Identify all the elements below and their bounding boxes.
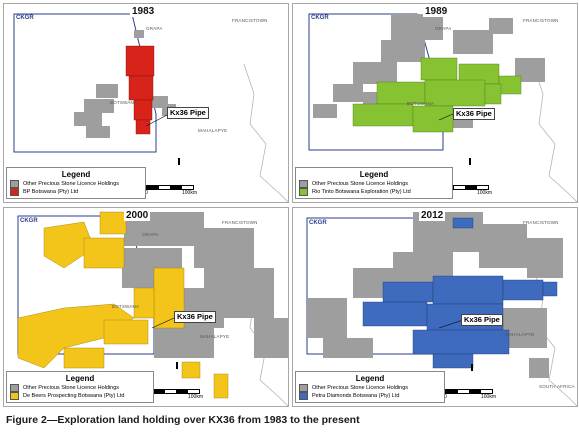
north-arrow xyxy=(176,362,178,369)
year-label: 1989 xyxy=(423,6,450,17)
legend-title: Legend xyxy=(359,170,389,179)
legend: Legend Other Precious Stone Licence Hold… xyxy=(295,167,453,199)
scale-zero: 0 xyxy=(444,394,447,400)
legend-row-holder: De Beers Prospecting Botswana (Pty) Ltd xyxy=(10,392,150,400)
legend-title: Legend xyxy=(355,374,385,383)
legend-row-other: Other Precious Stone Licence Holdings xyxy=(299,384,441,392)
ckgr-boundary xyxy=(13,13,157,153)
kx36-pipe-label: Kx36 Pipe xyxy=(174,311,216,323)
year-label: 2012 xyxy=(419,210,446,221)
scale-bar: 0 100km xyxy=(444,389,496,400)
legend-label-holder: BP Botswana (Pty) Ltd xyxy=(23,189,79,195)
ckgr-label: CKGR xyxy=(309,220,327,226)
place-francistown: FRANCISTOWN xyxy=(222,220,258,225)
place-orapa: ORAPA xyxy=(142,232,159,237)
legend-label-other: Other Precious Stone Licence Holdings xyxy=(23,181,119,187)
legend: Legend Other Precious Stone Licence Hold… xyxy=(6,371,154,403)
legend-row-other: Other Precious Stone Licence Holdings xyxy=(10,180,142,188)
legend-label-holder: De Beers Prospecting Botswana (Pty) Ltd xyxy=(23,393,125,399)
place-botswana: BOTSWANA xyxy=(407,101,435,106)
scale-bar: 0 100km xyxy=(151,389,203,400)
legend-row-other: Other Precious Stone Licence Holdings xyxy=(299,180,449,188)
legend-row-holder: BP Botswana (Pty) Ltd xyxy=(10,188,142,196)
map-panel-1989: 1989 CKGR FRANCISTOWN ORAPA BOTSWANA Kx3… xyxy=(292,3,578,203)
place-orapa: ORAPA xyxy=(435,26,452,31)
map-panel-1983: 1983 CKGR FRANCISTOWN ORAPA BOTSWANA MAH… xyxy=(3,3,289,203)
scale-bar: 0 100km xyxy=(145,185,197,196)
year-label: 2000 xyxy=(124,210,151,221)
scale-zero: 0 xyxy=(145,190,148,196)
north-arrow xyxy=(178,158,180,165)
place-orapa: ORAPA xyxy=(146,26,163,31)
ckgr-label: CKGR xyxy=(311,15,329,21)
scale-end: 100km xyxy=(188,394,204,400)
place-south-africa: SOUTH AFRICA xyxy=(539,384,575,389)
legend-label-holder: Petra Diamonds Botswana (Pty) Ltd xyxy=(312,393,400,399)
north-arrow xyxy=(469,158,471,165)
legend-label-other: Other Precious Stone Licence Holdings xyxy=(312,181,408,187)
scale-end: 100km xyxy=(477,190,493,196)
ckgr-label: CKGR xyxy=(20,218,38,224)
kx36-pipe-label: Kx36 Pipe xyxy=(461,314,503,326)
map-panel-2012: 2012 CKGR FRANCISTOWN MAHALAPYE SOUTH AF… xyxy=(292,207,578,407)
scale-end: 100km xyxy=(182,190,198,196)
legend-label-holder: Rio Tinto Botswana Exploration (Pty) Ltd xyxy=(312,189,411,195)
map-panel-2000: 2000 CKGR FRANCISTOWN ORAPA BOTSWANA MAH… xyxy=(3,207,289,407)
place-botswana: BOTSWANA xyxy=(110,100,138,105)
legend-title: Legend xyxy=(65,374,95,383)
legend-row-holder: Petra Diamonds Botswana (Pty) Ltd xyxy=(299,392,441,400)
terrain-layer xyxy=(308,13,577,202)
legend-title: Legend xyxy=(61,170,91,179)
north-arrow xyxy=(471,364,473,371)
place-francistown: FRANCISTOWN xyxy=(523,220,559,225)
legend-label-other: Other Precious Stone Licence Holdings xyxy=(23,385,119,391)
kx36-pipe-label: Kx36 Pipe xyxy=(167,107,209,119)
kx36-pipe-label: Kx36 Pipe xyxy=(453,108,495,120)
ckgr-label: CKGR xyxy=(16,15,34,21)
place-mahalapye: MAHALAPYE xyxy=(198,128,228,133)
place-francistown: FRANCISTOWN xyxy=(232,18,268,23)
place-botswana: BOTSWANA xyxy=(112,304,140,309)
legend: Legend Other Precious Stone Licence Hold… xyxy=(6,167,146,199)
place-francistown: FRANCISTOWN xyxy=(523,18,559,23)
figure-caption: Figure 2—Exploration land holding over K… xyxy=(6,414,360,426)
legend-row-other: Other Precious Stone Licence Holdings xyxy=(10,384,150,392)
legend-label-other: Other Precious Stone Licence Holdings xyxy=(312,385,408,391)
legend-row-holder: Rio Tinto Botswana Exploration (Pty) Ltd xyxy=(299,188,449,196)
place-mahalapye: MAHALAPYE xyxy=(200,334,230,339)
year-label: 1983 xyxy=(130,6,157,17)
scale-end: 100km xyxy=(481,394,497,400)
legend: Legend Other Precious Stone Licence Hold… xyxy=(295,371,445,403)
place-mahalapye: MAHALAPYE xyxy=(505,332,535,337)
